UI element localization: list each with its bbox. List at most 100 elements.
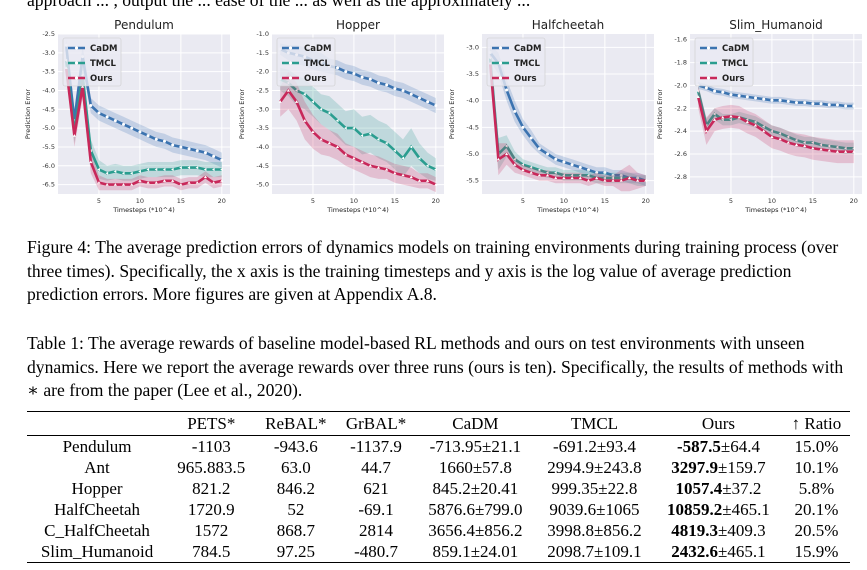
legend-label: TMCL: [304, 59, 330, 69]
cell-env: Slim_Humanoid: [40, 542, 154, 561]
legend-marker: [74, 61, 79, 65]
cell-grbal: -69.1: [358, 500, 394, 519]
data-point: [753, 120, 757, 124]
data-point: [171, 167, 174, 172]
legend-marker: [288, 61, 293, 65]
series-line-tmcl: [279, 78, 437, 171]
legend-box: [486, 37, 546, 87]
data-point: [603, 171, 607, 175]
data-point: [113, 183, 117, 186]
chart-legend: CaDM TMCL Ours: [486, 37, 546, 87]
data-point: [537, 147, 541, 151]
data-point: [835, 145, 839, 149]
y-tick-label: -4.0: [42, 86, 55, 94]
data-point: [162, 139, 166, 143]
cell-env: HalfCheetah: [54, 500, 140, 519]
data-point: [794, 138, 798, 142]
data-point: [130, 126, 134, 130]
cell-tmcl: 3998.8±856.2: [547, 521, 642, 540]
data-point: [393, 171, 397, 175]
cell-ours: 2432.6±465.1: [654, 541, 783, 563]
data-point: [426, 179, 430, 182]
data-point: [409, 92, 413, 96]
legend-label: Ours: [90, 74, 113, 84]
data-point: [294, 88, 298, 93]
x-tick-label: 15: [809, 197, 817, 205]
cell-ratio: 10.1%: [794, 458, 839, 477]
data-point: [753, 123, 758, 127]
figure-caption-text: The average prediction errors of dynamic…: [27, 237, 839, 304]
chart-panel-2: -3.0 -3.5 -4.0 -4.5 -5.0 -5.5 5 10 15 20 Halfcheet…: [448, 18, 654, 214]
header-env: [27, 412, 167, 436]
cell-pets: 965.883.5: [177, 458, 246, 477]
data-point: [303, 92, 306, 96]
data-point: [794, 143, 799, 146]
data-point: [335, 118, 339, 123]
data-point: [770, 135, 774, 138]
x-tick-label: 10: [560, 197, 568, 205]
data-point: [803, 101, 807, 105]
cell-ours: 4819.3±409.3: [654, 520, 783, 541]
header-cadm: CaDM: [452, 414, 499, 433]
data-point: [521, 168, 525, 172]
data-point: [187, 181, 191, 184]
plot-area: [696, 82, 856, 164]
data-point: [504, 152, 509, 156]
table-row: Slim_Humanoid 784.5 97.25 -480.7 859.1±24.01…: [27, 541, 850, 563]
chart-legend: CaDM TMCL Ours: [276, 37, 336, 87]
data-point: [303, 119, 307, 122]
header-ours: Ours: [701, 414, 735, 433]
data-point: [570, 163, 574, 167]
chart-panel-3: -1.6 -1.8 -2.0 -2.2 -2.4 -2.6 -2.8 5 10 15 20 Slim_…: [656, 18, 862, 214]
data-point: [179, 183, 183, 186]
data-point: [385, 141, 388, 145]
data-point: [319, 137, 323, 141]
chart-title: Pendulum: [114, 18, 174, 32]
legend-box: [694, 37, 754, 87]
data-point: [154, 167, 158, 172]
cell-grbal: 2814: [359, 521, 394, 540]
cell-rebal: 97.25: [276, 542, 315, 561]
data-point: [729, 93, 733, 97]
data-point: [105, 171, 109, 175]
data-point: [595, 171, 599, 175]
data-point: [162, 179, 167, 182]
cell-ours: 1057.4±37.2: [654, 478, 783, 499]
data-point: [636, 179, 640, 182]
plot-area: [488, 44, 648, 192]
data-point: [595, 176, 599, 180]
data-point: [393, 149, 396, 153]
data-point: [203, 167, 207, 172]
cell-ours-mean: 1057.4: [675, 479, 723, 498]
data-point: [138, 169, 141, 174]
data-point: [327, 111, 331, 115]
data-point: [401, 156, 405, 160]
data-point: [376, 137, 380, 142]
data-point: [770, 129, 773, 133]
legend-marker: [498, 61, 503, 65]
legend-label: TMCL: [90, 59, 116, 69]
data-point: [537, 168, 541, 172]
y-tick-label: -2.5: [256, 86, 269, 94]
data-point: [195, 149, 199, 153]
results-table: PETS* ReBAL* GrBAL* CaDM TMCL Ours ↑ Rat…: [27, 411, 850, 563]
y-tick-label: -2.6: [674, 150, 687, 158]
data-point: [721, 118, 724, 122]
data-point: [97, 167, 100, 172]
series-line-ours: [64, 67, 223, 186]
cell-cadm: 5876.6±799.0: [428, 500, 523, 519]
data-point: [105, 115, 109, 119]
data-point: [113, 119, 117, 123]
data-point: [409, 145, 413, 149]
data-point: [521, 163, 524, 167]
data-point: [286, 88, 290, 92]
chart-panel-0: -2.5 -3.0 -3.5 -4.0 -4.5 -5.0 -5.5 -6.0 -6.5 5 10 1…: [24, 18, 230, 214]
data-point: [745, 95, 749, 99]
data-point: [89, 160, 93, 164]
x-tick-label: 10: [768, 197, 776, 205]
data-point: [105, 183, 109, 186]
y-tick-label: -4.5: [466, 123, 479, 131]
data-point: [220, 179, 224, 182]
y-tick-label: -5.0: [256, 181, 269, 189]
chart-legend: CaDM TMCL Ours: [62, 37, 122, 87]
